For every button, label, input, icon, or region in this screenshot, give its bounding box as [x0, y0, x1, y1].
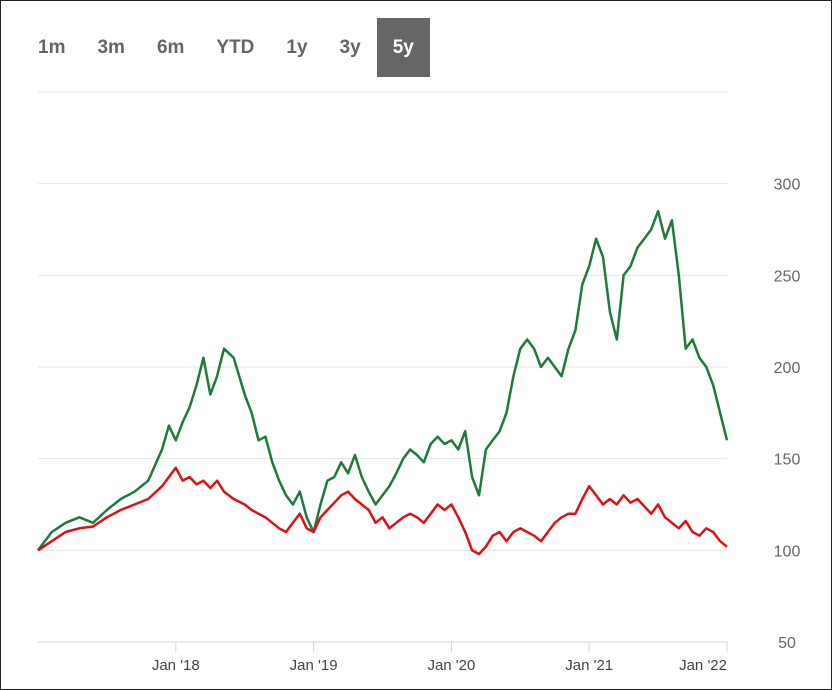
range-button-1m[interactable]: 1m	[38, 36, 66, 58]
x-axis-labels: Jan '18 Jan '19 Jan '20 Jan '21 Jan '22	[152, 657, 727, 674]
x-tick-label-1: Jan '19	[290, 657, 338, 674]
series-line-2	[37, 466, 728, 556]
range-button-6m[interactable]: 6m	[156, 36, 185, 58]
y-tick-label-200: 200	[774, 360, 801, 377]
range-button-3y[interactable]: 3y	[339, 36, 361, 58]
range-button-ytd[interactable]: YTD	[216, 36, 255, 58]
range-selector: 1m 3m 6m YTD 1y 3y 5y	[22, 18, 430, 77]
range-button-5y[interactable]: 5y	[376, 18, 430, 77]
y-tick-label-250: 250	[774, 268, 801, 285]
y-tick-label-50: 50	[778, 635, 796, 652]
range-button-1y[interactable]: 1y	[286, 36, 308, 58]
series-line-1	[37, 209, 729, 552]
x-tick-label-0: Jan '18	[152, 657, 200, 674]
range-button-3m[interactable]: 3m	[97, 36, 125, 58]
x-tick-label-4: Jan '22	[679, 657, 727, 674]
x-tick-label-2: Jan '20	[427, 657, 475, 674]
x-axis	[38, 641, 728, 652]
y-tick-label-300: 300	[774, 177, 801, 194]
x-tick-label-3: Jan '21	[565, 657, 613, 674]
y-tick-label-100: 100	[774, 543, 801, 560]
grid-lines	[38, 91, 727, 551]
y-axis-labels: 50 100 150 200 250 300	[774, 177, 801, 652]
series-lines	[37, 209, 729, 556]
y-tick-label-150: 150	[774, 452, 801, 469]
